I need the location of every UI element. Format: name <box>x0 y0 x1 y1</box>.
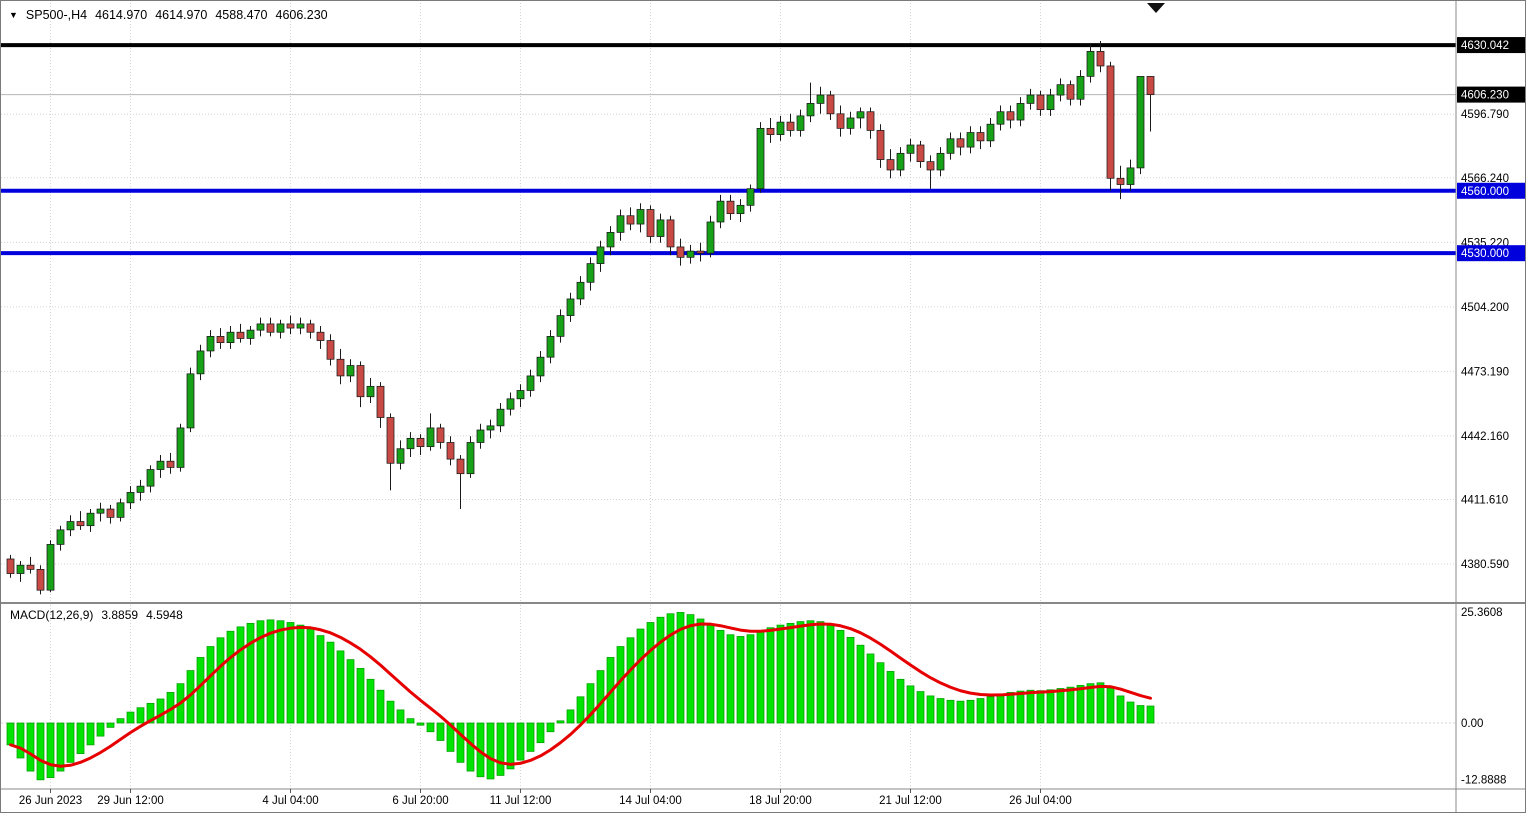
svg-text:18 Jul 20:00: 18 Jul 20:00 <box>749 795 812 807</box>
macd-histogram[interactable] <box>6 612 1155 781</box>
chart-shift-marker[interactable] <box>1147 3 1165 13</box>
svg-text:0.00: 0.00 <box>1461 718 1483 730</box>
svg-text:4566.240: 4566.240 <box>1461 173 1509 185</box>
svg-text:4606.230: 4606.230 <box>1461 90 1509 102</box>
svg-text:4530.000: 4530.000 <box>1461 248 1509 260</box>
candles[interactable] <box>6 40 1155 595</box>
svg-text:-12.8888: -12.8888 <box>1461 774 1506 786</box>
svg-text:4596.790: 4596.790 <box>1461 109 1509 121</box>
macd-axis[interactable]: 25.3608 0.00 -12.8888 <box>1461 607 1506 786</box>
axis-panel-background <box>1457 1 1525 812</box>
svg-text:4 Jul 04:00: 4 Jul 04:00 <box>262 795 318 807</box>
svg-text:4380.590: 4380.590 <box>1461 559 1509 571</box>
svg-text:4630.042: 4630.042 <box>1461 40 1509 52</box>
svg-text:11 Jul 12:00: 11 Jul 12:00 <box>490 795 552 807</box>
svg-text:26 Jun 2023: 26 Jun 2023 <box>19 795 82 807</box>
svg-text:4442.160: 4442.160 <box>1461 431 1509 443</box>
level-lines[interactable] <box>1 43 1456 256</box>
svg-text:4560.000: 4560.000 <box>1461 186 1509 198</box>
macd-signal-line <box>9 622 1152 768</box>
svg-text:4473.190: 4473.190 <box>1461 366 1509 378</box>
svg-text:21 Jul 12:00: 21 Jul 12:00 <box>879 795 942 807</box>
svg-text:6 Jul 20:00: 6 Jul 20:00 <box>392 795 448 807</box>
svg-text:29 Jun 12:00: 29 Jun 12:00 <box>97 795 164 807</box>
svg-text:14 Jul 04:00: 14 Jul 04:00 <box>619 795 682 807</box>
svg-text:4411.610: 4411.610 <box>1461 494 1508 506</box>
grid-lines <box>1 3 1456 789</box>
time-axis[interactable]: 26 Jun 2023 29 Jun 12:00 4 Jul 04:00 6 Jul … <box>19 789 1072 807</box>
price-axis[interactable]: 4596.7904566.2404535.2204504.2004473.190… <box>1457 37 1526 571</box>
svg-text:25.3608: 25.3608 <box>1461 607 1503 619</box>
svg-text:4504.200: 4504.200 <box>1461 302 1509 314</box>
svg-text:26 Jul 04:00: 26 Jul 04:00 <box>1009 795 1072 807</box>
